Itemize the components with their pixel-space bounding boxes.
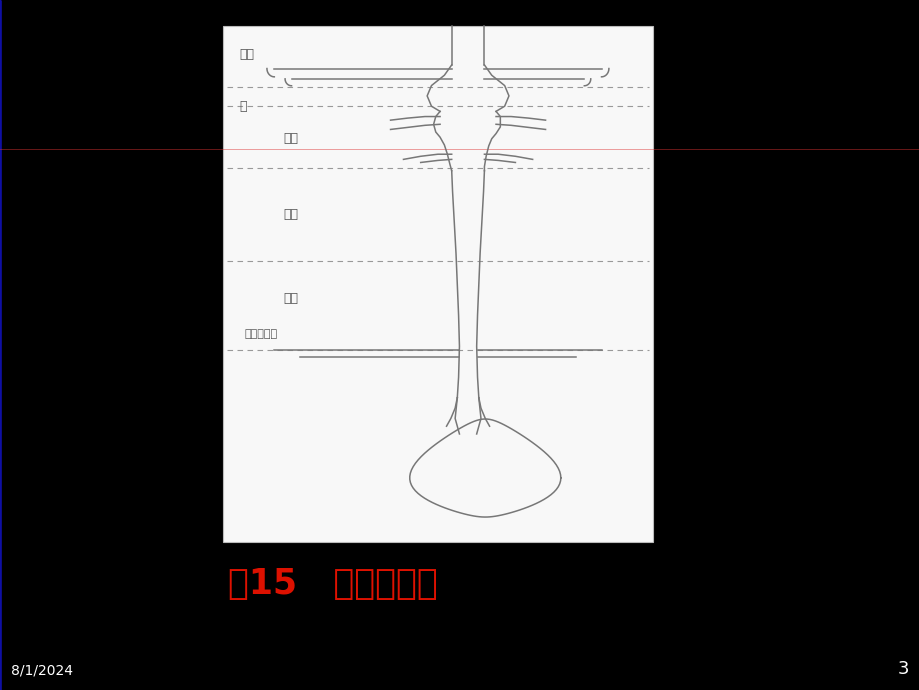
Text: 3: 3 xyxy=(897,660,908,678)
Text: 上段: 上段 xyxy=(283,132,298,145)
Text: 颈段: 颈段 xyxy=(240,48,255,61)
Text: （含腹段）: （含腹段） xyxy=(244,329,277,339)
Text: 图15   食管的分段: 图15 食管的分段 xyxy=(228,567,437,601)
Text: 下段: 下段 xyxy=(283,292,298,305)
Text: 8/1/2024: 8/1/2024 xyxy=(11,664,73,678)
Text: 中段: 中段 xyxy=(283,208,298,221)
Text: 胸: 胸 xyxy=(240,100,247,112)
Bar xyxy=(222,26,652,542)
